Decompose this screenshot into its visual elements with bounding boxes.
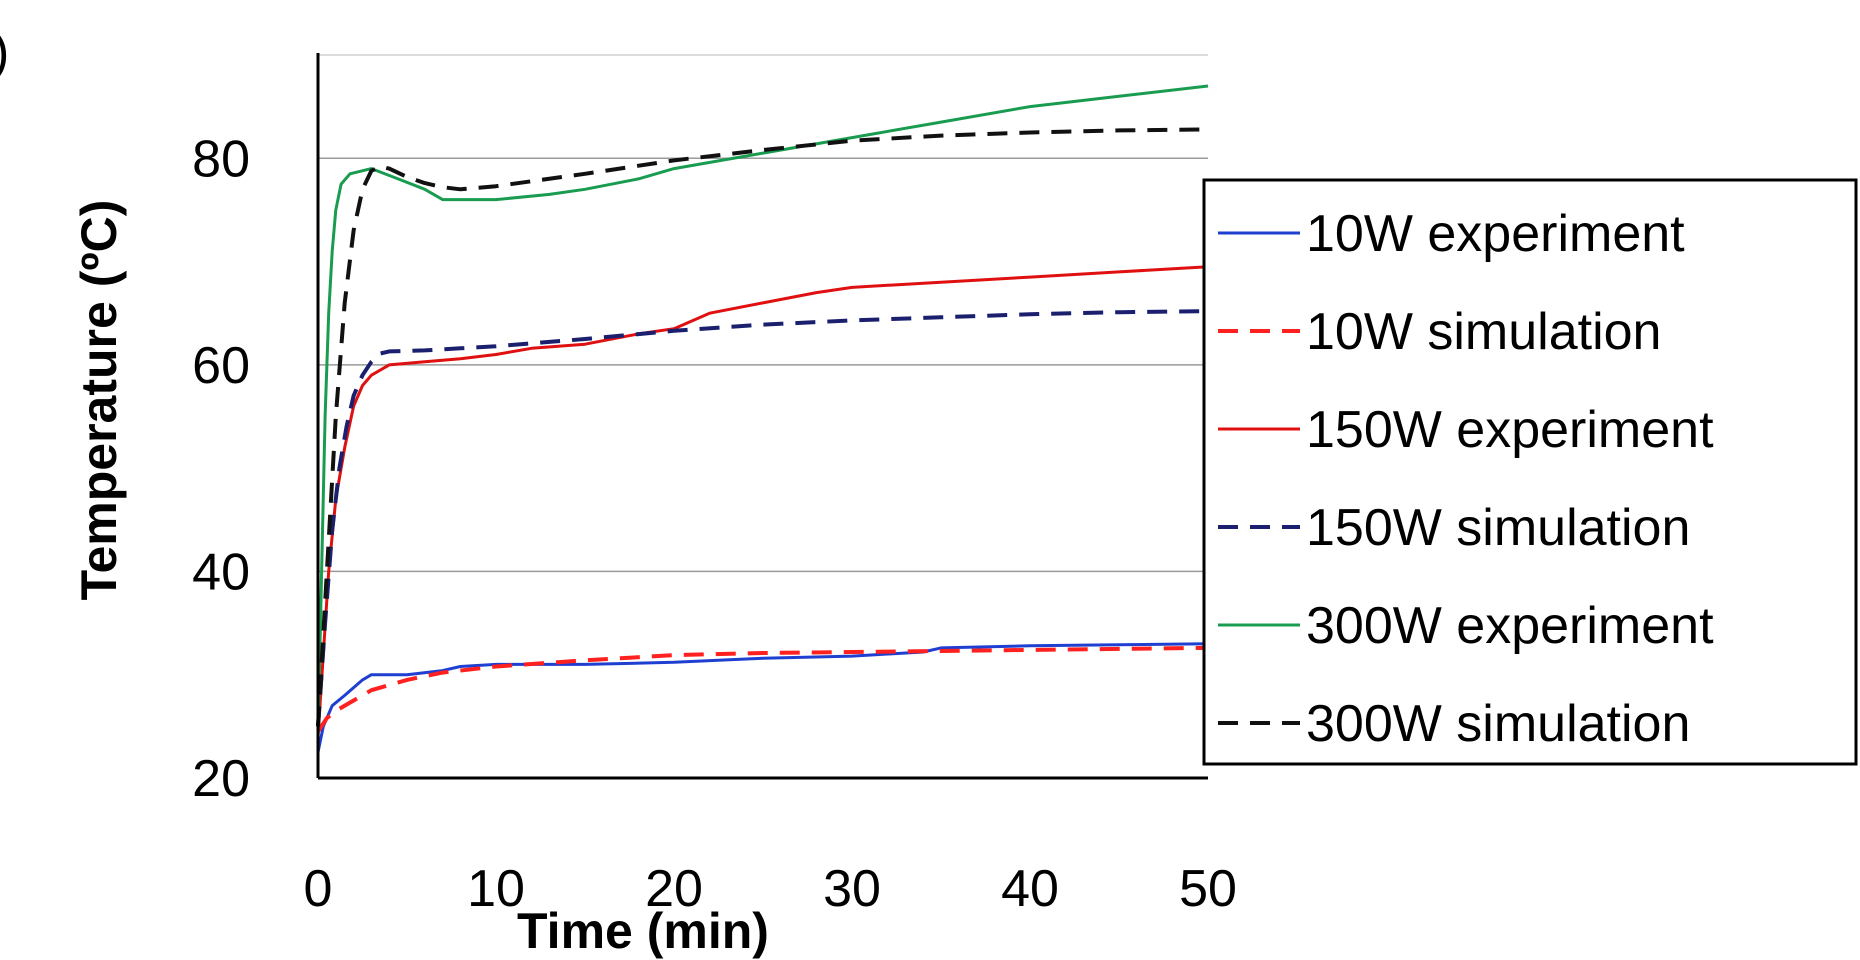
y-tick-label-20: 20 bbox=[192, 750, 250, 808]
series-line-150w-experiment bbox=[316, 265, 1209, 737]
series-line-300w-experiment bbox=[316, 84, 1209, 737]
legend: 10W experiment 10W simulation 150W experim… bbox=[1202, 178, 1858, 766]
series-line-150w-simulation bbox=[316, 309, 1209, 727]
y-axis-title: Temperature (ºC) bbox=[71, 200, 127, 601]
grid-lines bbox=[318, 54, 1208, 573]
legend-item-150w-simulation: 150W simulation bbox=[1218, 499, 1690, 557]
legend-label: 300W experiment bbox=[1306, 597, 1714, 655]
x-tick-label-20: 20 bbox=[645, 860, 703, 918]
series-line-10w-experiment bbox=[316, 642, 1209, 753]
legend-box bbox=[1202, 178, 1858, 766]
legend-label: 10W experiment bbox=[1306, 205, 1685, 263]
y-tick-label-40: 40 bbox=[192, 543, 250, 601]
series-line-10w-simulation bbox=[316, 645, 1209, 733]
legend-item-300w-simulation: 300W simulation bbox=[1218, 695, 1690, 753]
legend-label: 150W experiment bbox=[1306, 401, 1714, 459]
x-tick-label-0: 0 bbox=[304, 860, 333, 918]
x-tick-label-30: 30 bbox=[823, 860, 881, 918]
x-tick-label-50: 50 bbox=[1179, 860, 1237, 918]
panel-label: ) bbox=[0, 22, 9, 82]
legend-item-10w-experiment: 10W experiment bbox=[1218, 205, 1685, 263]
y-tick-labels: 20 40 60 80 bbox=[192, 130, 250, 808]
x-axis-title: Time (min) bbox=[517, 903, 769, 959]
legend-label: 300W simulation bbox=[1306, 695, 1690, 753]
legend-item-10w-simulation: 10W simulation bbox=[1218, 303, 1661, 361]
plot-lines bbox=[316, 84, 1209, 753]
x-tick-label-40: 40 bbox=[1001, 860, 1059, 918]
x-tick-labels: 0 10 20 30 40 50 bbox=[304, 860, 1237, 918]
x-tick-label-10: 10 bbox=[467, 860, 525, 918]
legend-item-300w-experiment: 300W experiment bbox=[1218, 597, 1714, 655]
axes bbox=[316, 53, 1208, 780]
series-line-300w-simulation bbox=[316, 127, 1209, 727]
legend-label: 150W simulation bbox=[1306, 499, 1690, 557]
y-tick-label-80: 80 bbox=[192, 130, 250, 188]
y-tick-label-60: 60 bbox=[192, 337, 250, 395]
legend-item-150w-experiment: 150W experiment bbox=[1218, 401, 1714, 459]
legend-label: 10W simulation bbox=[1306, 303, 1661, 361]
